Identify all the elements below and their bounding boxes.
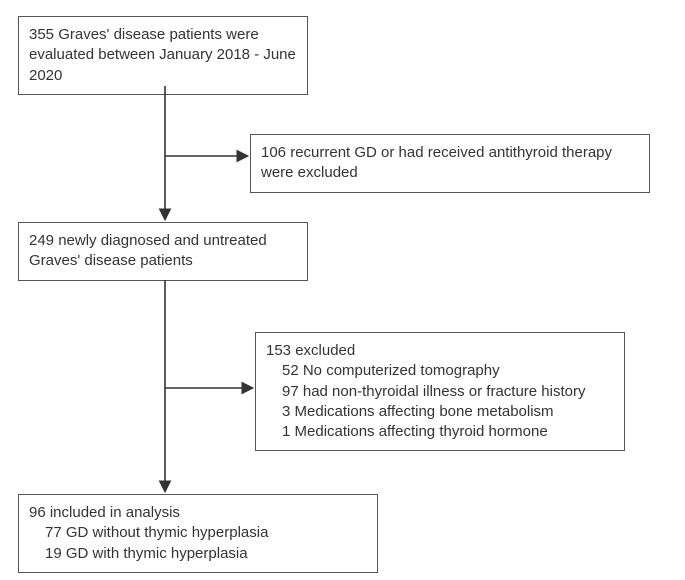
box-line: 153 excluded [266,341,614,361]
box-line: 1 Medications affecting thyroid hormone [282,422,614,442]
flow-box-newly-diagnosed: 249 newly diagnosed and untreated Graves… [18,222,308,281]
flow-box-final-analysis: 96 included in analysis 77 GD without th… [18,494,378,573]
flow-box-exclusion-recurrent: 106 recurrent GD or had received antithy… [250,134,650,193]
box-line: 77 GD without thymic hyperplasia [45,523,367,543]
box-text: 355 Graves' disease patients were evalua… [29,26,296,84]
flow-box-initial-cohort: 355 Graves' disease patients were evalua… [18,16,308,95]
box-line: 3 Medications affecting bone metabolism [282,402,614,422]
box-line: 96 included in analysis [29,503,367,523]
box-line: 52 No computerized tomography [282,361,614,381]
box-text: 106 recurrent GD or had received antithy… [261,144,612,181]
flow-box-exclusion-detail: 153 excluded 52 No computerized tomograp… [255,332,625,451]
box-line: 97 had non-thyroidal illness or fracture… [282,382,614,402]
box-text: 249 newly diagnosed and untreated Graves… [29,232,267,269]
box-line: 19 GD with thymic hyperplasia [45,544,367,564]
